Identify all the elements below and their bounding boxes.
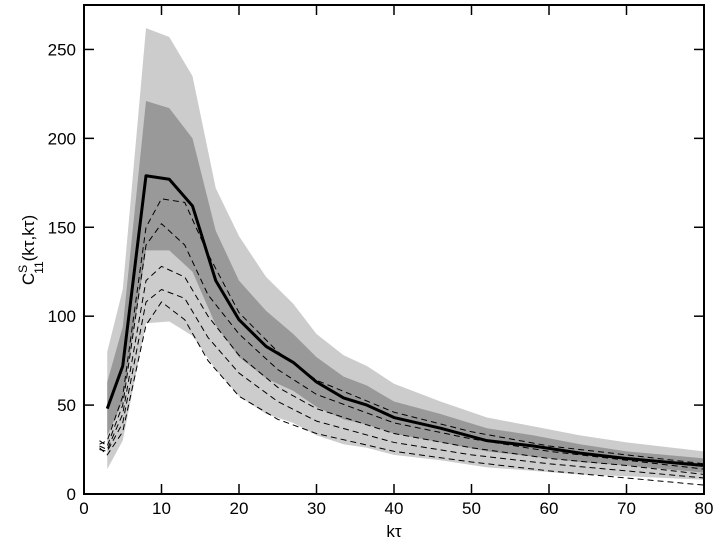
x-tick-label: 40 — [385, 499, 404, 518]
line — [99, 223, 705, 470]
x-axis-label: kτ — [386, 522, 402, 541]
y-label-sub: 11 — [32, 261, 46, 274]
y-axis-label: CS 11(kτ,kτ) — [16, 215, 46, 285]
x-tick-label: 80 — [695, 499, 714, 518]
y-label-main: C — [19, 273, 38, 285]
x-tick-label: 70 — [617, 499, 636, 518]
x-tick-label: 10 — [152, 499, 171, 518]
band — [107, 101, 704, 473]
line — [99, 301, 705, 486]
y-tick-label: 200 — [48, 129, 76, 148]
y-tick-label: 0 — [67, 485, 76, 504]
x-tick-label: 50 — [462, 499, 481, 518]
y-label-sup: S — [16, 265, 30, 273]
y-tick-label: 50 — [57, 396, 76, 415]
y-tick-label: 250 — [48, 40, 76, 59]
x-tick-label: 30 — [307, 499, 326, 518]
x-tick-label: 60 — [540, 499, 559, 518]
line — [99, 265, 705, 475]
line — [99, 289, 705, 479]
line — [99, 198, 705, 465]
x-tick-label: 0 — [79, 499, 88, 518]
y-tick-label: 100 — [48, 307, 76, 326]
line — [105, 174, 705, 468]
x-tick-label: 20 — [230, 499, 249, 518]
y-label-args: (kτ,kτ) — [19, 215, 38, 261]
y-tick-label: 150 — [48, 218, 76, 237]
